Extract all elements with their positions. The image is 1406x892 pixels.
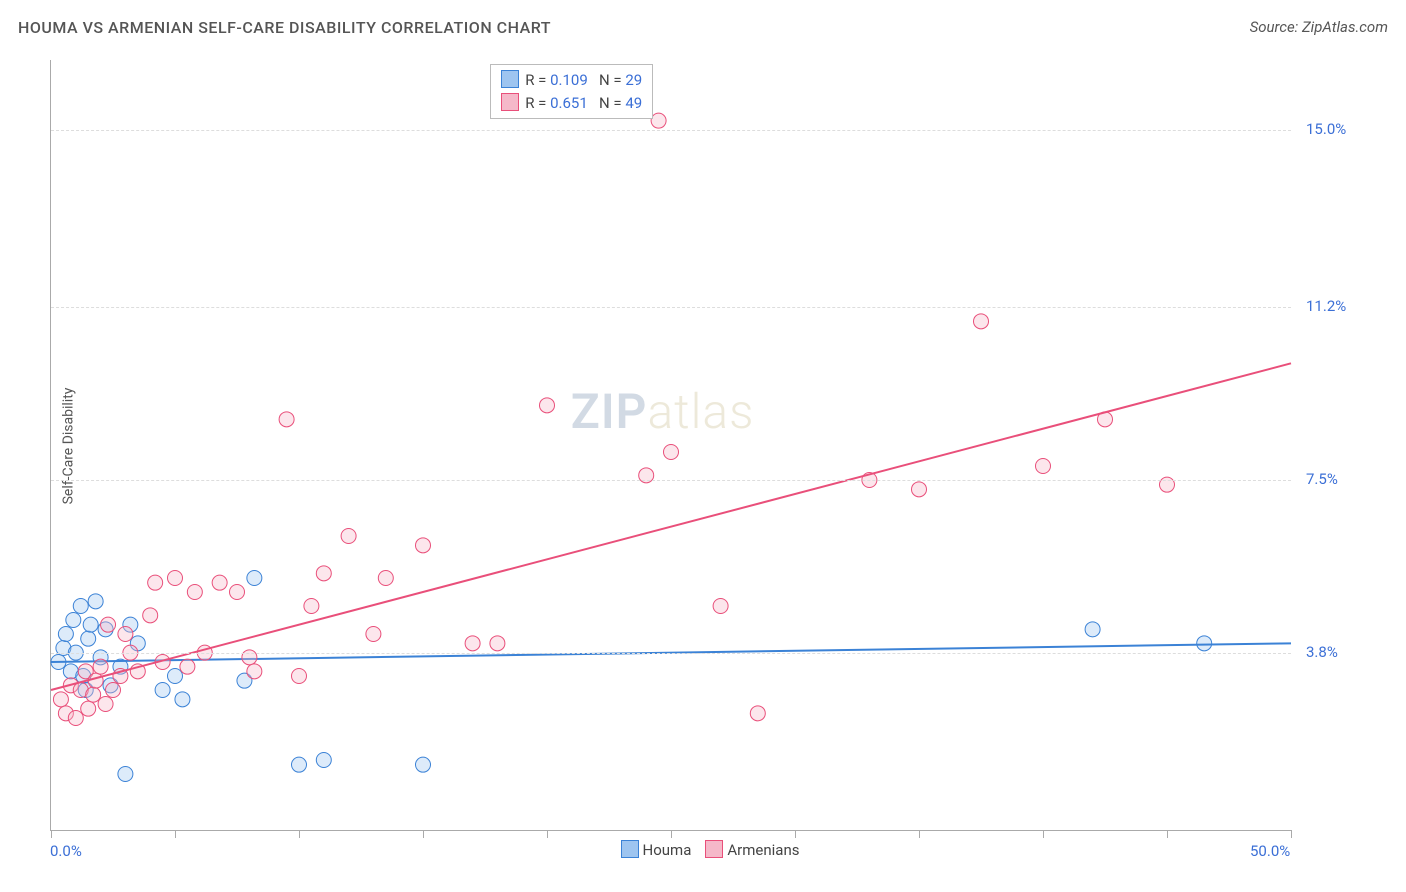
gridline <box>51 307 1291 308</box>
x-tick <box>423 830 424 838</box>
data-point <box>118 767 133 782</box>
source-attribution: Source: ZipAtlas.com <box>1250 18 1388 36</box>
legend-n-label: N = <box>588 71 626 89</box>
data-point <box>292 757 307 772</box>
data-point <box>540 398 555 413</box>
data-point <box>148 575 163 590</box>
legend-n-label: N = <box>588 94 626 112</box>
gridline <box>51 653 1291 654</box>
data-point <box>316 753 331 768</box>
data-point <box>187 585 202 600</box>
gridline <box>51 480 1291 481</box>
data-point <box>83 617 98 632</box>
legend-r-value: 0.651 <box>550 94 588 112</box>
x-tick <box>1043 830 1044 838</box>
legend-swatch <box>501 70 519 88</box>
data-point <box>93 659 108 674</box>
x-tick <box>299 830 300 838</box>
data-point <box>1085 622 1100 637</box>
data-point <box>66 613 81 628</box>
legend-swatch <box>621 840 639 858</box>
x-tick <box>547 830 548 838</box>
data-point <box>279 412 294 427</box>
data-point <box>230 585 245 600</box>
data-point <box>378 571 393 586</box>
legend-n-value: 29 <box>625 71 642 89</box>
data-point <box>86 687 101 702</box>
data-point <box>53 692 68 707</box>
x-tick <box>1291 830 1292 838</box>
data-point <box>651 113 666 128</box>
data-point <box>88 673 103 688</box>
data-point <box>416 757 431 772</box>
legend-n-value: 49 <box>625 94 642 112</box>
scatter-plot-area <box>50 60 1291 831</box>
data-point <box>1036 459 1051 474</box>
data-point <box>1197 636 1212 651</box>
data-point <box>212 575 227 590</box>
x-tick <box>795 830 796 838</box>
series-legend: Houma Armenians <box>0 840 1406 859</box>
data-point <box>98 697 113 712</box>
data-point <box>73 599 88 614</box>
plot-svg <box>51 60 1291 830</box>
data-point <box>416 538 431 553</box>
data-point <box>106 683 121 698</box>
data-point <box>366 627 381 642</box>
data-point <box>81 631 96 646</box>
data-point <box>168 571 183 586</box>
x-tick <box>1167 830 1168 838</box>
y-tick-label: 15.0% <box>1306 120 1346 138</box>
y-tick-label: 7.5% <box>1306 470 1338 488</box>
data-point <box>490 636 505 651</box>
legend-r-value: 0.109 <box>550 71 588 89</box>
data-point <box>168 669 183 684</box>
correlation-legend: R = 0.109 N = 29 R = 0.651 N = 49 <box>490 64 653 119</box>
data-point <box>292 669 307 684</box>
data-point <box>974 314 989 329</box>
legend-swatch <box>705 840 723 858</box>
legend-series-label: Armenians <box>727 841 799 859</box>
data-point <box>247 664 262 679</box>
data-point <box>175 692 190 707</box>
legend-swatch <box>501 93 519 111</box>
y-tick-label: 3.8% <box>1306 643 1338 661</box>
data-point <box>664 445 679 460</box>
data-point <box>58 627 73 642</box>
chart-title: HOUMA VS ARMENIAN SELF-CARE DISABILITY C… <box>18 18 551 37</box>
data-point <box>155 683 170 698</box>
x-tick <box>671 830 672 838</box>
gridline <box>51 130 1291 131</box>
legend-series-label: Houma <box>643 841 692 859</box>
data-point <box>247 571 262 586</box>
data-point <box>316 566 331 581</box>
legend-r-label: R = <box>525 94 550 112</box>
data-point <box>341 529 356 544</box>
data-point <box>750 706 765 721</box>
x-tick-label: 0.0% <box>50 842 82 860</box>
legend-r-label: R = <box>525 71 550 89</box>
data-point <box>143 608 158 623</box>
data-point <box>304 599 319 614</box>
x-tick <box>51 830 52 838</box>
y-tick-label: 11.2% <box>1306 297 1346 315</box>
data-point <box>465 636 480 651</box>
data-point <box>88 594 103 609</box>
data-point <box>180 659 195 674</box>
data-point <box>68 711 83 726</box>
x-tick <box>175 830 176 838</box>
trend-line <box>51 363 1291 690</box>
data-point <box>912 482 927 497</box>
x-tick-label: 50.0% <box>1250 842 1290 860</box>
data-point <box>118 627 133 642</box>
x-tick <box>919 830 920 838</box>
data-point <box>81 701 96 716</box>
data-point <box>101 617 116 632</box>
data-point <box>713 599 728 614</box>
